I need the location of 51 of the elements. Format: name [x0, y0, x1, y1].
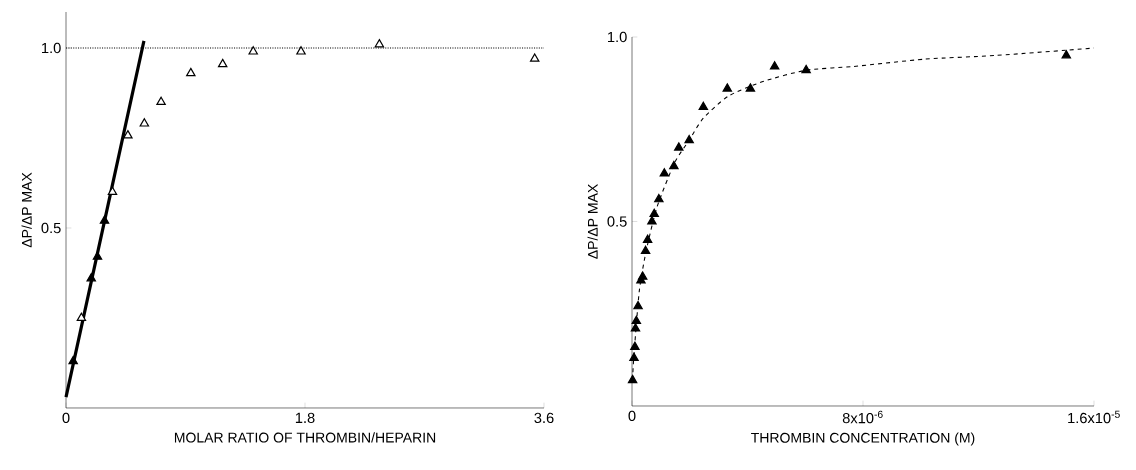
y-tick-label: 0.5	[41, 222, 61, 234]
point	[629, 352, 639, 362]
point	[217, 58, 228, 68]
point	[123, 130, 133, 139]
x-tick-label: 1.6x10$^{-5}$	[1068, 410, 1120, 424]
x-axis-title: MOLAR RATIO OF THROMBIN/HEPARIN	[174, 432, 436, 443]
y-tick-label: 0.5	[607, 216, 627, 227]
x-tick-label: 8x10$^{-6}$	[842, 410, 883, 424]
y-axis-title: ΔP/ΔP MAX	[587, 184, 598, 259]
point	[647, 216, 657, 225]
point	[640, 245, 651, 255]
point	[186, 67, 196, 77]
y-axis-title: ΔP/ΔP MAX	[21, 172, 32, 248]
point	[627, 374, 638, 384]
point	[296, 46, 306, 55]
point	[659, 168, 670, 177]
point	[674, 142, 684, 151]
point	[722, 83, 733, 92]
point	[99, 215, 110, 224]
point	[139, 118, 150, 127]
point	[630, 341, 640, 350]
point	[529, 53, 540, 62]
point	[630, 323, 641, 332]
x-axis-title: THROMBIN CONCENTRATION (M)	[751, 432, 975, 446]
point	[631, 315, 642, 325]
point	[633, 300, 643, 310]
point	[1061, 50, 1072, 59]
point	[156, 96, 166, 105]
point	[801, 64, 811, 74]
point	[684, 134, 694, 144]
point	[637, 271, 648, 280]
point	[107, 186, 118, 195]
y-tick-label: 1.0	[42, 42, 61, 54]
point	[92, 251, 103, 260]
point	[68, 355, 78, 365]
x-tick-label: 0	[628, 410, 636, 422]
x-tick-label: 0	[62, 412, 70, 424]
point	[654, 193, 664, 203]
point	[669, 160, 679, 170]
point	[248, 46, 258, 55]
point	[642, 234, 653, 243]
point	[745, 83, 756, 92]
y-tick-label: 1.0	[608, 31, 627, 43]
point	[698, 101, 709, 111]
point	[86, 272, 96, 282]
point	[374, 38, 385, 48]
point	[76, 312, 87, 321]
x-tick-label: 1.8	[295, 412, 315, 424]
x-tick-label: 3.6	[534, 412, 554, 424]
point	[769, 61, 780, 70]
point	[649, 208, 659, 218]
